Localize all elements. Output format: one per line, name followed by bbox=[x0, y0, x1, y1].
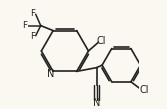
Text: F: F bbox=[30, 9, 35, 18]
Text: F: F bbox=[30, 32, 35, 41]
Text: N: N bbox=[93, 98, 100, 108]
Text: N: N bbox=[47, 69, 54, 79]
Text: Cl: Cl bbox=[140, 85, 149, 95]
Text: Cl: Cl bbox=[97, 36, 106, 46]
Text: F: F bbox=[22, 21, 27, 30]
